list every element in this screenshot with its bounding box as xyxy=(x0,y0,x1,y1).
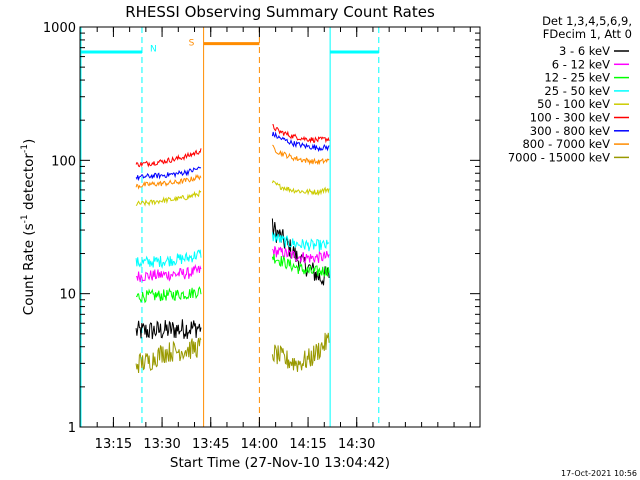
y-axis: 1 10 100 1000 xyxy=(43,21,480,436)
series-line-8-seg-1 xyxy=(135,174,202,190)
legend-label-4: 25 - 50 keV xyxy=(544,84,610,98)
legend-label-2: 6 - 12 keV xyxy=(552,57,610,71)
x-tick-label: 14:30 xyxy=(338,437,375,452)
legend-label-5: 50 - 100 keV xyxy=(537,97,610,111)
y-label-sup-1: -1 xyxy=(20,214,30,223)
series-line-1-seg-1 xyxy=(135,319,202,340)
series-line-2-seg-2 xyxy=(272,246,330,265)
y-tick-label: 100 xyxy=(51,154,76,169)
timestamp: 17-Oct-2021 10:56 xyxy=(561,469,637,478)
legend-header-1: Det 1,3,4,5,6,9, xyxy=(542,14,632,28)
x-axis: 13:15 13:30 13:45 14:00 14:15 14:30 xyxy=(95,27,471,452)
legend-label-8: 800 - 7000 keV xyxy=(522,137,610,151)
x-tick-label: 13:30 xyxy=(143,437,180,452)
y-tick-label: 1 xyxy=(68,421,76,436)
series-line-9-seg-2 xyxy=(271,332,330,372)
series-lines xyxy=(135,124,330,374)
orbit-bars: NS xyxy=(80,39,379,54)
legend-label-7: 300 - 800 keV xyxy=(530,124,610,138)
series-line-2-seg-1 xyxy=(136,263,202,283)
series-line-9-seg-1 xyxy=(135,336,202,374)
x-axis-label: Start Time (27-Nov-10 13:04:42) xyxy=(170,455,390,471)
series-line-5-seg-1 xyxy=(135,189,202,207)
legend: Det 1,3,4,5,6,9, FDecim 1, Att 0 3 - 6 k… xyxy=(508,14,632,164)
legend-label-9: 7000 - 15000 keV xyxy=(508,150,610,164)
legend-label-6: 100 - 300 keV xyxy=(530,111,610,125)
legend-label-3: 12 - 25 keV xyxy=(544,71,610,85)
y-label-end: ) xyxy=(21,139,37,144)
saa-label: S xyxy=(189,39,195,49)
series-line-6-seg-1 xyxy=(135,148,202,168)
legend-header-2: FDecim 1, Att 0 xyxy=(543,27,632,41)
y-label-prefix: Count Rate (s xyxy=(21,223,37,315)
y-label-mid: detector xyxy=(21,153,37,215)
series-line-5-seg-2 xyxy=(271,179,330,197)
plot-frame xyxy=(79,26,481,428)
y-label-sup-2: -1 xyxy=(20,144,30,153)
legend-label-1: 3 - 6 keV xyxy=(559,44,610,58)
y-tick-label: 10 xyxy=(59,288,76,303)
y-tick-label: 1000 xyxy=(43,21,76,36)
x-tick-label: 13:15 xyxy=(95,437,132,452)
series-line-3-seg-1 xyxy=(135,286,202,304)
night-label: N xyxy=(150,44,157,54)
x-tick-label: 13:45 xyxy=(192,437,229,452)
series-line-4-seg-1 xyxy=(135,249,202,269)
series-line-6-seg-2 xyxy=(272,124,330,144)
series-line-4-seg-2 xyxy=(271,232,330,252)
series-line-3-seg-2 xyxy=(271,253,330,277)
x-tick-label: 14:15 xyxy=(289,437,326,452)
series-line-7-seg-1 xyxy=(135,166,202,182)
series-line-8-seg-2 xyxy=(272,144,330,166)
chart-title: RHESSI Observing Summary Count Rates xyxy=(125,3,435,21)
x-tick-label: 14:00 xyxy=(241,437,278,452)
series-line-7-seg-2 xyxy=(271,131,330,153)
y-axis-label: Count Rate (s-1 detector-1) xyxy=(20,139,37,315)
plot-markers xyxy=(80,27,380,427)
